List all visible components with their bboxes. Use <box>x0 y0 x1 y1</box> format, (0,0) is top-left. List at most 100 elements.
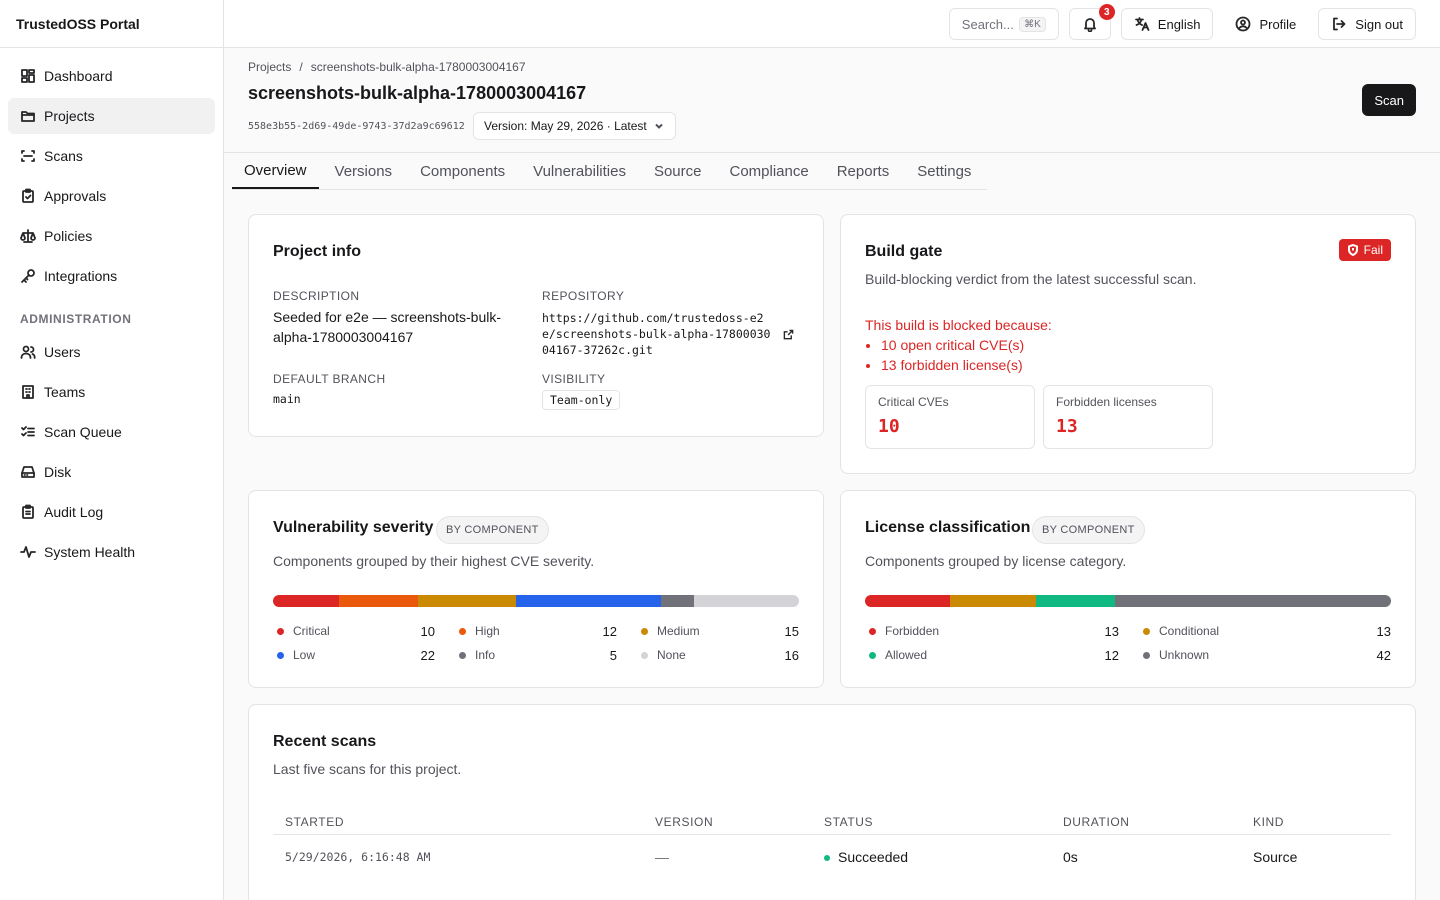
sidebar-item-projects[interactable]: Projects <box>8 98 215 134</box>
legend-item-allowed: Allowed 12 <box>865 645 1119 665</box>
legend-label: Low <box>293 648 316 662</box>
build-gate-card: Build gate Fail Build-blocking verdict f… <box>840 214 1416 474</box>
by-component-badge: BY COMPONENT <box>1032 516 1145 544</box>
sidebar-item-disk[interactable]: Disk <box>8 454 215 490</box>
license-classification-card: License classification BY COMPONENT Comp… <box>840 490 1416 688</box>
scans-table-header: STARTED VERSION STATUS DURATION KIND <box>273 809 1391 835</box>
breadcrumb-current: screenshots-bulk-alpha-1780003004167 <box>310 60 526 74</box>
sidebar-nav: Dashboard Projects Scans Approvals Polic… <box>0 48 223 570</box>
default-branch-value: main <box>273 392 301 406</box>
legend-dot <box>869 651 876 659</box>
version-select[interactable]: Version: May 29, 2026 · Latest <box>473 112 676 140</box>
dashboard-icon <box>20 68 36 84</box>
critical-cves-value: 10 <box>878 416 900 437</box>
sidebar-item-system-health[interactable]: System Health <box>8 534 215 570</box>
tab-compliance[interactable]: Compliance <box>729 162 809 180</box>
sidebar-item-policies[interactable]: Policies <box>8 218 215 254</box>
key-icon <box>20 268 36 284</box>
legend-label: Critical <box>293 624 330 638</box>
legend-dot <box>641 651 648 659</box>
hard-drive-icon <box>20 464 36 480</box>
breadcrumb-projects-link[interactable]: Projects <box>248 60 292 74</box>
log-out-icon <box>1331 16 1347 32</box>
recent-scans-card: Recent scans Last five scans for this pr… <box>248 704 1416 900</box>
sidebar-item-teams[interactable]: Teams <box>8 374 215 410</box>
project-uuid: 558e3b55-2d69-49de-9743-37d2a9c69612 <box>248 121 465 132</box>
search-input[interactable]: Search... ⌘K <box>948 8 1059 40</box>
license-class-subtitle: Components grouped by license category. <box>865 553 1127 569</box>
legend-count: 13 <box>1104 623 1119 639</box>
bar-segment-high <box>338 595 418 607</box>
sidebar-item-scans[interactable]: Scans <box>8 138 215 174</box>
list-checks-icon <box>20 424 36 440</box>
legend-dot <box>641 627 648 635</box>
profile-button[interactable]: Profile <box>1223 8 1308 40</box>
sidebar-item-audit-log[interactable]: Audit Log <box>8 494 215 530</box>
by-component-badge: BY COMPONENT <box>436 516 549 544</box>
sidebar-item-approvals[interactable]: Approvals <box>8 178 215 214</box>
repository-line: https://github.com/trustedoss-e2 <box>542 311 764 325</box>
sign-out-label: Sign out <box>1355 16 1403 32</box>
vuln-severity-bar <box>273 595 799 607</box>
language-button[interactable]: English <box>1120 8 1214 40</box>
sidebar-item-label: Scans <box>44 148 83 164</box>
default-branch-label: DEFAULT BRANCH <box>273 372 386 386</box>
legend-label: Info <box>475 648 496 662</box>
legend-dot <box>869 627 876 635</box>
status-dot <box>824 855 830 862</box>
sidebar-item-label: Disk <box>44 464 72 480</box>
sidebar-item-label: Audit Log <box>44 504 104 520</box>
repository-label: REPOSITORY <box>542 289 625 303</box>
users-icon <box>20 344 36 360</box>
page-title: screenshots-bulk-alpha-1780003004167 <box>248 83 587 103</box>
tab-versions[interactable]: Versions <box>334 162 393 180</box>
forbidden-licenses-label: Forbidden licenses <box>1056 395 1157 409</box>
sidebar-item-users[interactable]: Users <box>8 334 215 370</box>
column-kind: KIND <box>1253 815 1285 829</box>
tab-components[interactable]: Components <box>420 162 506 180</box>
sidebar-item-label: Users <box>44 344 81 360</box>
legend-label: High <box>475 624 500 638</box>
notifications-button[interactable]: 3 <box>1068 4 1115 40</box>
legend-dot <box>1143 651 1150 659</box>
breadcrumb-separator: / <box>299 60 303 74</box>
visibility-label: VISIBILITY <box>542 372 606 386</box>
scan-status: Succeeded <box>824 849 908 865</box>
license-class-title: License classification <box>865 519 1031 536</box>
folder-icon <box>20 108 36 124</box>
sign-out-button[interactable]: Sign out <box>1318 8 1416 40</box>
tab-settings[interactable]: Settings <box>917 162 972 180</box>
legend-label: Unknown <box>1159 648 1210 662</box>
tab-overview[interactable]: Overview <box>232 153 319 189</box>
translate-icon <box>1134 16 1150 32</box>
repository-link[interactable]: https://github.com/trustedoss-e2 e/scree… <box>542 310 794 358</box>
legend-label: None <box>657 648 686 662</box>
bar-segment-medium <box>417 595 517 607</box>
profile-label: Profile <box>1259 16 1297 32</box>
repository-line: e/screenshots-bulk-alpha-17800030 <box>542 326 794 342</box>
sidebar-item-label: Policies <box>44 228 93 244</box>
legend-label: Forbidden <box>885 624 940 638</box>
legend-dot <box>277 651 284 659</box>
scan-kind: Source <box>1253 849 1298 865</box>
tab-reports[interactable]: Reports <box>836 162 890 180</box>
vuln-severity-subtitle: Components grouped by their highest CVE … <box>273 553 595 569</box>
legend-label: Medium <box>657 624 700 638</box>
sidebar-section-label: ADMINISTRATION <box>20 312 132 326</box>
tab-source[interactable]: Source <box>653 162 702 180</box>
legend-item-none: None 16 <box>637 645 799 665</box>
sidebar-item-integrations[interactable]: Integrations <box>8 258 215 294</box>
sidebar-item-dashboard[interactable]: Dashboard <box>8 58 215 94</box>
description-label: DESCRIPTION <box>273 289 360 303</box>
search-placeholder: Search... <box>961 16 1014 32</box>
bar-segment-critical <box>273 595 339 607</box>
description-line: Seeded for e2e — screenshots-bulk- <box>273 309 502 325</box>
table-row[interactable]: 5/29/2026, 6:16:48 AM — Succeeded 0s Sou… <box>273 836 1391 878</box>
bell-icon <box>1082 16 1098 32</box>
legend-count: 22 <box>420 647 435 663</box>
sidebar-item-scan-queue[interactable]: Scan Queue <box>8 414 215 450</box>
scan-button[interactable]: Scan <box>1362 84 1416 116</box>
bar-segment-none <box>693 595 799 607</box>
bar-segment-forbidden <box>865 595 951 607</box>
tab-vulnerabilities[interactable]: Vulnerabilities <box>533 162 626 180</box>
